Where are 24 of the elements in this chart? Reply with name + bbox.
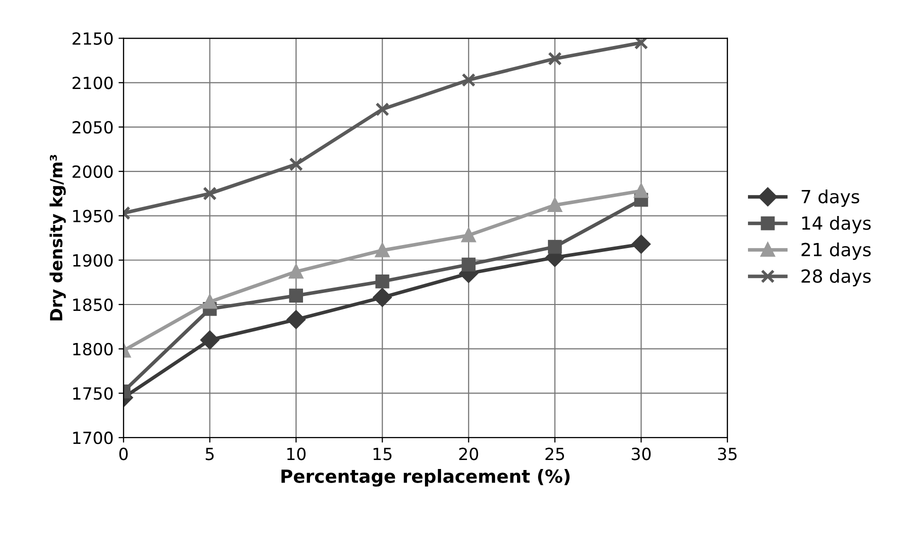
- y-tick-label: 2050: [72, 120, 113, 134]
- x-tick-label: 35: [718, 448, 737, 460]
- y-tick-label: 1950: [73, 210, 113, 222]
- y-tick-label: 1900: [73, 254, 113, 267]
- x-tick-label: 0: [119, 448, 128, 460]
- x-tick-label: 30: [632, 448, 651, 460]
- y-tick-label: 1750: [73, 387, 113, 400]
- x-tick-label: 15: [374, 448, 392, 460]
- y-tick-label: 2000: [72, 165, 113, 178]
- y-tick-label: 1850: [73, 298, 113, 312]
- x-tick-label: 5: [206, 448, 214, 460]
- y-axis-title: Dry density kg/m³: [50, 154, 66, 320]
- x-tick-label: 20: [459, 448, 478, 460]
- legend-label: 28 days: [802, 268, 871, 286]
- y-tick-label: 2100: [72, 76, 113, 90]
- legend-label: 7 days: [802, 189, 860, 207]
- y-tick-label: 1700: [73, 432, 113, 444]
- y-tick-label: 2150: [72, 32, 113, 45]
- x-tick-label: 10: [287, 448, 306, 460]
- legend-label: 21 days: [802, 242, 871, 260]
- y-tick-label: 1800: [73, 342, 113, 356]
- legend-label: 14 days: [802, 216, 871, 234]
- x-tick-label: 25: [546, 448, 564, 460]
- x-axis-title: Percentage replacement (%): [281, 469, 570, 487]
